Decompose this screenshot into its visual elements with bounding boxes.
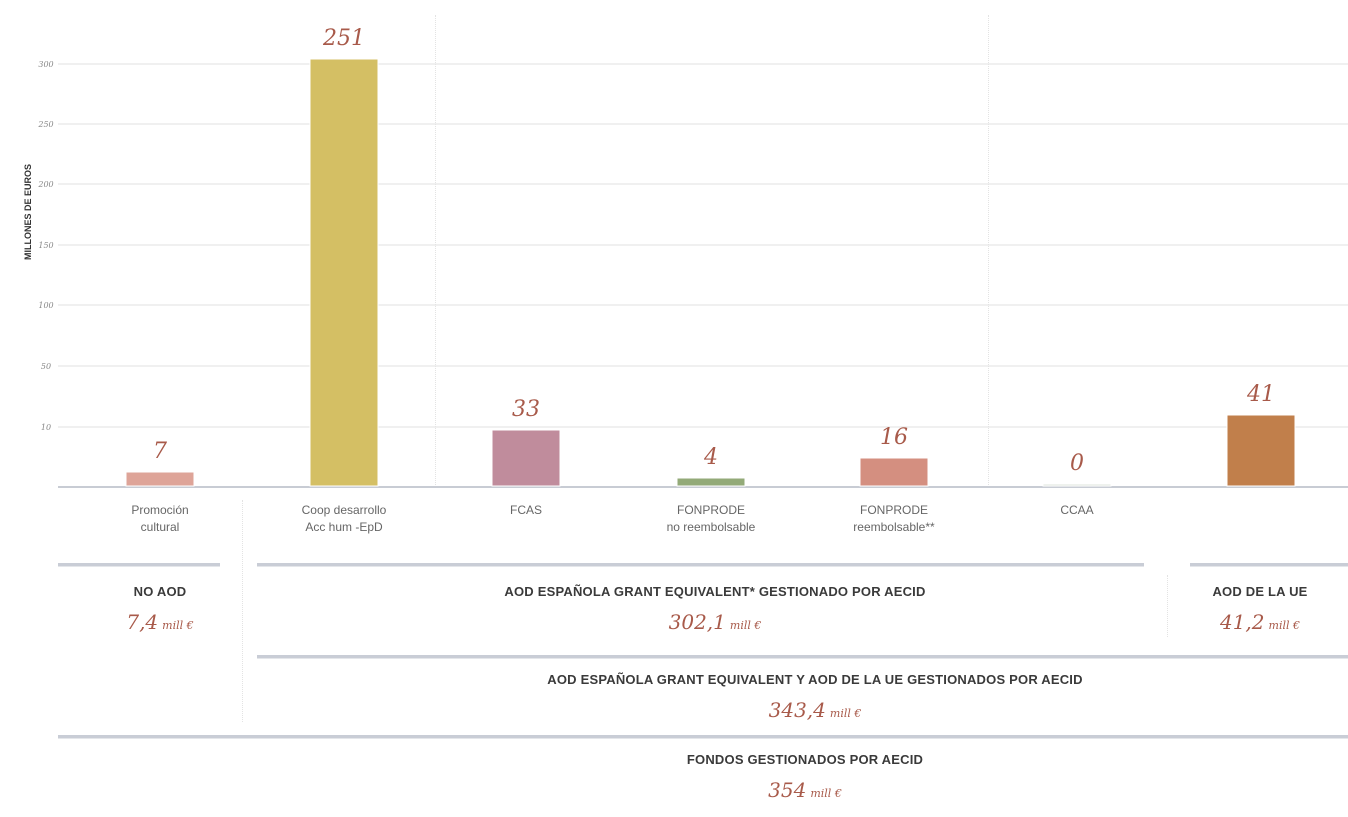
no-aod-title: NO AOD — [133, 584, 187, 599]
bar-value-label: 7 — [153, 439, 167, 464]
chart-y-ticks: 10 50 100 150 200 250 300 — [37, 60, 53, 432]
category-label: FONPRODE no reembolsable — [631, 502, 791, 536]
bar-value-label: 41 — [1246, 382, 1275, 407]
bar-value-label: 0 — [1070, 451, 1084, 476]
bar-value-label: 251 — [322, 26, 365, 51]
category-label-line: FCAS — [509, 503, 542, 517]
y-tick-label: 250 — [37, 120, 53, 129]
category-label: Promoción cultural — [80, 502, 240, 536]
bar — [676, 477, 746, 487]
bar-value-label: 33 — [512, 397, 540, 422]
y-tick-label: 200 — [37, 180, 53, 189]
y-tick-label: 50 — [41, 362, 51, 371]
chart-grid — [58, 63, 1348, 488]
y-tick-label: 300 — [38, 60, 53, 69]
category-label-line: CCAA — [1060, 503, 1094, 517]
bracket-aod-espanola — [257, 563, 1144, 567]
category-label-line: Acc hum -EpD — [305, 520, 383, 534]
aod-espanola-title: AOD ESPAÑOLA GRANT EQUIVALENT* GESTIONAD… — [504, 584, 926, 599]
fondos-title: FONDOS GESTIONADOS POR AECID — [686, 752, 924, 767]
y-tick-label: 100 — [38, 301, 53, 310]
category-label-line: Promoción — [131, 503, 189, 517]
fondos-value: 354 mill € — [768, 778, 842, 802]
y-tick-label: 150 — [38, 241, 53, 250]
aod-ue-title: AOD DE LA UE — [1212, 584, 1308, 599]
bar — [1226, 414, 1296, 487]
y-tick-label: 10 — [41, 423, 51, 432]
bar — [859, 457, 929, 487]
bar-value-label: 4 — [703, 445, 718, 470]
no-aod-value: 7,4 mill € — [126, 610, 194, 634]
aod-total-title: AOD ESPAÑOLA GRANT EQUIVALENT Y AOD DE L… — [547, 672, 1083, 687]
separator-aod — [435, 15, 436, 485]
category-label-line: FONPRODE — [676, 503, 745, 517]
chart-bars — [125, 58, 1296, 487]
y-axis-label: MILLONES DE EUROS — [23, 164, 33, 261]
category-label: Coop desarrollo Acc hum -EpD — [264, 502, 424, 536]
separator-aod-ue — [1167, 575, 1168, 637]
category-label-line: no reembolsable — [666, 520, 756, 534]
bar-chart: 7 251 33 4 16 0 41 10 50 100 150 200 250 300 — [37, 26, 1348, 488]
bar — [125, 471, 195, 487]
category-label-line: FONPRODE — [859, 503, 928, 517]
category-label: FCAS — [446, 502, 606, 519]
bar — [491, 429, 561, 487]
separator-no-aod — [242, 500, 243, 722]
bar — [309, 58, 379, 487]
bracket-aod-ue — [1190, 563, 1348, 567]
category-label-line: Coop desarrollo — [301, 503, 387, 517]
category-label-line: cultural — [140, 520, 180, 534]
aod-espanola-value: 302,1 mill € — [668, 610, 762, 634]
aod-ue-value: 41,2 mill € — [1219, 610, 1300, 634]
bracket-fondos — [58, 735, 1348, 739]
chart-bar-labels: 7 251 33 4 16 0 41 — [153, 26, 1275, 476]
bar — [1042, 483, 1112, 487]
category-label-line: reembolsable** — [853, 520, 935, 534]
category-label: FONPRODE reembolsable** — [814, 502, 974, 536]
aod-total-value: 343,4 mill € — [768, 698, 862, 722]
category-label: CCAA — [997, 502, 1157, 519]
separator-ue — [988, 15, 989, 485]
bracket-no-aod — [58, 563, 220, 567]
bracket-aod-total — [257, 655, 1348, 659]
bar-value-label: 16 — [880, 425, 908, 450]
